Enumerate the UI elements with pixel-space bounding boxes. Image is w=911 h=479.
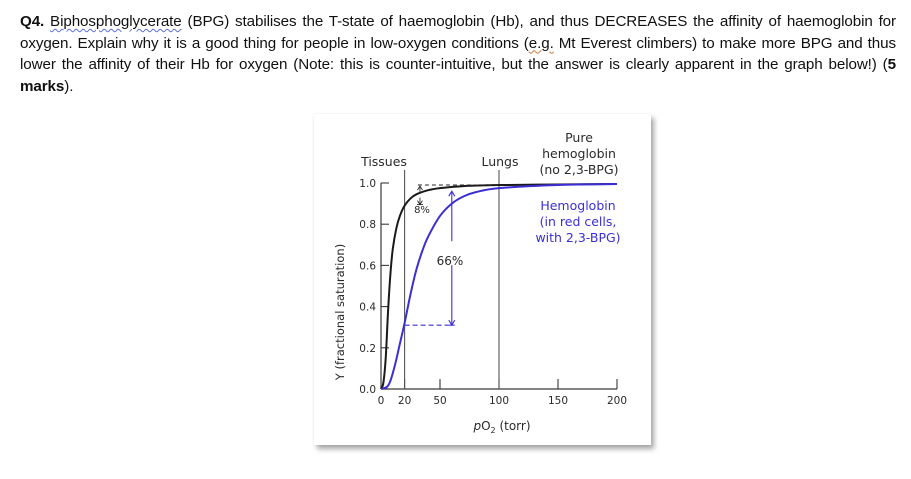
svg-text:0.2: 0.2 — [359, 343, 376, 355]
svg-text:150: 150 — [548, 395, 568, 407]
svg-text:0: 0 — [378, 395, 385, 407]
legend-rbc-line3: with 2,3-BPG) — [535, 230, 620, 245]
svg-text:200: 200 — [607, 395, 627, 407]
question-body-1: (BPG) stabilises the T-state of haemoglo… — [20, 13, 896, 52]
oxygen-binding-chart: 0.0 0.2 0.4 0.6 0.8 1.0 0 20 50 100 150 200 Tissues… — [314, 114, 651, 445]
lungs-label: Lungs — [481, 154, 518, 169]
marks-label: 5 marks — [20, 56, 896, 95]
svg-text:1.0: 1.0 — [359, 178, 376, 190]
svg-text:100: 100 — [489, 395, 509, 407]
svg-text:0.8: 0.8 — [359, 219, 376, 231]
question-body-2: Mt Everest climbers) to make more BPG an… — [20, 34, 896, 74]
question-body-3: ). — [64, 77, 74, 95]
legend-rbc-line1: Hemoglobin — [540, 198, 615, 213]
annotation-66-percent: 66% — [437, 254, 464, 268]
svg-text:50: 50 — [433, 395, 446, 407]
chart-svg: 0.0 0.2 0.4 0.6 0.8 1.0 0 20 50 100 150 200 Tissues… — [333, 130, 627, 435]
tissues-label: Tissues — [360, 154, 407, 169]
legend-pure-line1: Pure — [565, 130, 593, 145]
question-text: Q4. Biphosphoglycerate (BPG) stabilises … — [20, 11, 896, 97]
annotation-8-percent: 8% — [414, 205, 430, 216]
curve-pure-hemoglobin — [380, 183, 618, 390]
legend-rbc-line2: (in red cells, — [540, 214, 617, 229]
curve-hemoglobin-with-bpg — [380, 183, 618, 390]
y-axis-label: Y (fractional saturation) — [333, 244, 347, 381]
legend-pure-line3: (no 2,3-BPG) — [539, 162, 618, 177]
svg-text:0.0: 0.0 — [359, 384, 376, 396]
svg-text:0.4: 0.4 — [359, 302, 376, 314]
legend-pure-line2: hemoglobin — [542, 146, 616, 161]
svg-text:20: 20 — [398, 395, 411, 407]
x-axis-label: pO2 (torr) — [472, 419, 530, 435]
svg-text:0.6: 0.6 — [359, 260, 376, 272]
spellcheck-word-eg[interactable]: e.g. — [528, 34, 554, 52]
question-number: Q4. — [20, 13, 45, 30]
chart-annotations — [404, 184, 499, 327]
spellcheck-word-biphosphoglycerate[interactable]: Biphosphoglycerate — [50, 13, 182, 30]
